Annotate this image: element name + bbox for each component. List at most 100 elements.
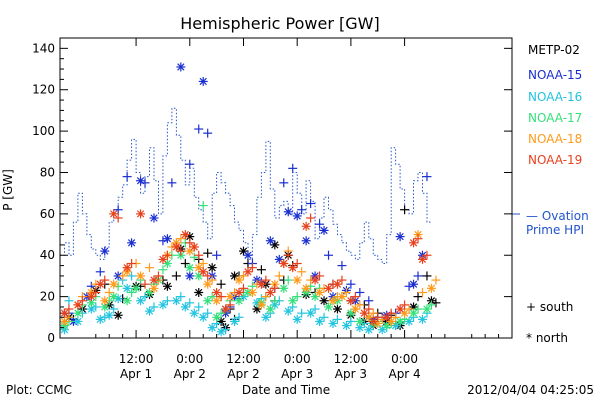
south-marker-noaa-18 xyxy=(64,312,74,322)
south-marker-noaa-19 xyxy=(292,259,302,269)
north-marker-noaa-17 xyxy=(212,312,222,322)
south-marker-noaa-19 xyxy=(194,250,204,260)
south-marker-noaa-16 xyxy=(332,314,342,324)
south-marker-noaa-15 xyxy=(413,271,423,281)
north-marker-noaa-18 xyxy=(301,283,311,293)
north-marker-noaa-16 xyxy=(171,296,181,306)
data-marker-layer xyxy=(59,62,441,337)
north-marker-noaa-18 xyxy=(100,296,110,306)
north-marker-noaa-19 xyxy=(149,275,159,285)
legend-item-metp-02: METP-02 xyxy=(528,43,580,57)
south-marker-noaa-15 xyxy=(297,205,307,215)
south-marker-metp-02 xyxy=(180,259,190,269)
north-marker-noaa-19 xyxy=(212,287,222,297)
north-marker-noaa-18 xyxy=(59,316,69,326)
south-marker-noaa-17 xyxy=(292,292,302,302)
north-marker-noaa-16 xyxy=(364,325,374,335)
south-marker-noaa-18 xyxy=(238,271,248,281)
north-marker-noaa-19 xyxy=(288,263,298,273)
south-marker-noaa-15 xyxy=(185,159,195,169)
north-marker-noaa-19 xyxy=(243,267,253,277)
south-marker-noaa-17 xyxy=(426,300,436,310)
south-marker-noaa-18 xyxy=(145,263,155,273)
north-marker-noaa-19 xyxy=(382,312,392,322)
y-tick-label: 0 xyxy=(47,331,55,345)
south-marker-noaa-19 xyxy=(203,271,213,281)
north-marker-noaa-19 xyxy=(234,287,244,297)
south-marker-noaa-18 xyxy=(355,300,365,310)
north-marker-noaa-19 xyxy=(136,209,146,219)
north-marker-metp-02 xyxy=(162,281,172,291)
plot-timestamp: 2012/04/04 04:25:05 xyxy=(467,383,594,397)
south-marker-metp-02 xyxy=(203,248,213,258)
south-marker-noaa-19 xyxy=(162,250,172,260)
south-marker-noaa-18 xyxy=(368,308,378,318)
legend-item-noaa-15: NOAA-15 xyxy=(528,68,582,82)
legend-item-noaa-18: NOAA-18 xyxy=(528,132,582,146)
south-marker-noaa-17 xyxy=(283,275,293,285)
south-marker-noaa-15 xyxy=(364,296,374,306)
plot-frame xyxy=(59,37,513,339)
x-tick-time-label: 12:00 xyxy=(119,352,154,366)
south-marker-noaa-16 xyxy=(194,302,204,312)
north-marker-noaa-19 xyxy=(256,279,266,289)
legend-marker-north: * north xyxy=(526,331,568,345)
north-marker-metp-02 xyxy=(207,263,217,273)
y-tick-label: 100 xyxy=(32,124,55,138)
south-marker-noaa-19 xyxy=(306,213,316,223)
south-marker-noaa-17 xyxy=(216,308,226,318)
north-marker-noaa-16 xyxy=(104,310,114,320)
north-marker-noaa-16 xyxy=(230,316,240,326)
north-marker-noaa-17 xyxy=(131,283,141,293)
south-marker-noaa-18 xyxy=(261,292,271,302)
north-marker-noaa-17 xyxy=(279,283,289,293)
north-marker-noaa-18 xyxy=(212,296,222,306)
north-marker-noaa-15 xyxy=(409,279,419,289)
south-marker-noaa-17 xyxy=(158,265,168,275)
north-marker-noaa-16 xyxy=(261,312,271,322)
north-marker-noaa-17 xyxy=(234,296,244,306)
south-marker-metp-02 xyxy=(171,271,181,281)
north-marker-noaa-17 xyxy=(122,296,132,306)
north-marker-noaa-15 xyxy=(243,250,253,260)
south-marker-noaa-15 xyxy=(288,163,298,173)
south-marker-noaa-16 xyxy=(310,304,320,314)
north-marker-noaa-19 xyxy=(417,254,427,264)
south-marker-noaa-19 xyxy=(140,279,150,289)
north-marker-noaa-15 xyxy=(149,213,159,223)
north-marker-noaa-19 xyxy=(368,316,378,326)
south-marker-noaa-16 xyxy=(203,308,213,318)
south-marker-noaa-18 xyxy=(391,312,401,322)
south-marker-noaa-15 xyxy=(212,250,222,260)
legend-marker-south: + south xyxy=(526,300,573,314)
south-marker-noaa-15 xyxy=(194,124,204,134)
south-marker-noaa-17 xyxy=(207,292,217,302)
south-marker-metp-02 xyxy=(413,292,423,302)
north-marker-noaa-17 xyxy=(185,263,195,273)
x-tick-time-label: 12:00 xyxy=(334,352,369,366)
north-marker-noaa-18 xyxy=(136,271,146,281)
south-marker-noaa-19 xyxy=(364,304,374,314)
x-tick-date-label: Apr 2 xyxy=(227,367,259,381)
north-marker-noaa-18 xyxy=(315,287,325,297)
north-marker-noaa-16 xyxy=(283,306,293,316)
north-marker-noaa-17 xyxy=(265,304,275,314)
south-marker-noaa-19 xyxy=(153,271,163,281)
north-marker-noaa-18 xyxy=(292,275,302,285)
north-marker-noaa-18 xyxy=(256,300,266,310)
south-marker-noaa-18 xyxy=(118,271,128,281)
north-marker-noaa-19 xyxy=(198,267,208,277)
x-tick-time-label: 0:00 xyxy=(176,352,203,366)
south-marker-noaa-19 xyxy=(283,250,293,260)
south-marker-noaa-18 xyxy=(431,275,441,285)
south-marker-noaa-15 xyxy=(113,205,123,215)
north-marker-noaa-18 xyxy=(426,283,436,293)
north-marker-noaa-16 xyxy=(198,312,208,322)
north-marker-noaa-19 xyxy=(171,242,181,252)
south-marker-noaa-19 xyxy=(176,246,186,256)
south-marker-noaa-15 xyxy=(122,172,132,182)
north-marker-noaa-19 xyxy=(59,308,69,318)
north-marker-noaa-19 xyxy=(346,296,356,306)
south-marker-noaa-15 xyxy=(355,287,365,297)
north-marker-noaa-18 xyxy=(350,304,360,314)
